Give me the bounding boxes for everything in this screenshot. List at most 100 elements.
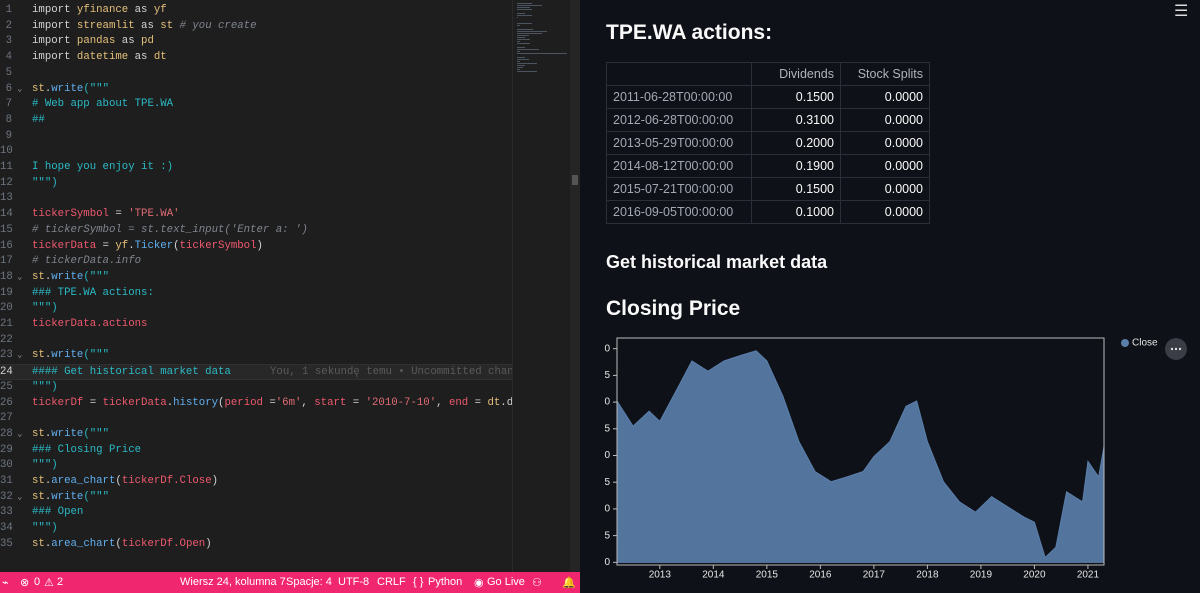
code-token: tickerDf — [32, 396, 84, 409]
code-token: # Web app about TPE.WA — [32, 98, 174, 111]
code-token: '6m' — [275, 396, 302, 409]
code-token: as — [115, 35, 142, 48]
error-count[interactable]: 0 — [34, 576, 41, 588]
code-line: 8 ## — [0, 113, 512, 129]
code-line: 27 — [0, 411, 512, 427]
code-text: # tickerSymbol = st.text_input('Enter a:… — [32, 223, 308, 239]
code-token: ) — [256, 239, 263, 252]
go-live[interactable]: Go Live — [487, 576, 525, 588]
menu-button[interactable]: ☰ — [1174, 3, 1189, 20]
minimap-line — [517, 49, 539, 50]
code-text: st.area_chart(tickerDf.Open) — [32, 537, 212, 553]
feedback-icon[interactable]: ⚇ — [532, 577, 542, 589]
code-line: 1 import yfinance as yf — [0, 3, 512, 19]
code-token: write — [51, 427, 84, 440]
code-token: """) — [32, 522, 58, 535]
language-icon[interactable]: { } — [413, 576, 424, 588]
line-number: 23 — [0, 349, 13, 362]
line-number: 3 — [5, 35, 12, 48]
code-text: tickerSymbol = 'TPE.WA' — [32, 207, 180, 223]
code-text: ## — [32, 113, 45, 129]
code-token: I hope you enjoy it :) — [32, 161, 174, 173]
code-token: ) — [205, 537, 212, 550]
code-text: # tickerData.info — [32, 254, 141, 270]
y-tick-label: 0 — [604, 557, 610, 568]
minimap-line — [517, 9, 532, 10]
code-token: = — [96, 239, 116, 252]
code-line: 29 ### Closing Price — [0, 443, 512, 459]
corner-cell — [606, 62, 752, 86]
code-text: st.write(""" — [32, 270, 109, 286]
line-number: 25 — [0, 380, 13, 393]
line-number: 35 — [0, 537, 13, 550]
code-line: 5 — [0, 66, 512, 82]
code-token: """) — [32, 176, 58, 189]
remote-icon[interactable]: ⌁ — [2, 577, 9, 589]
code-line: 11 I hope you enjoy it :) — [0, 160, 512, 176]
code-token: st — [32, 270, 45, 283]
minimap-line — [517, 71, 537, 72]
language[interactable]: Python — [428, 576, 463, 588]
fold-arrow[interactable]: ⌄ — [17, 271, 23, 282]
code-token: Ticker — [134, 239, 174, 252]
code-token: (""" — [83, 349, 109, 362]
code-token: """) — [32, 459, 58, 472]
code-text: ### Closing Price — [32, 443, 141, 459]
code-text: ### TPE.WA actions: — [32, 286, 154, 302]
line-ending[interactable]: CRLF — [377, 576, 406, 588]
code-token: . — [166, 396, 174, 409]
line-number: 14 — [0, 208, 13, 221]
legend-label: Close — [1132, 338, 1158, 349]
code-token: . — [44, 537, 52, 550]
code-token: ### Closing Price — [32, 443, 142, 456]
warning-icon[interactable]: ⚠ — [44, 577, 54, 589]
line-number: 18 — [0, 270, 13, 283]
minimap-line — [517, 67, 523, 68]
code-token: period — [224, 396, 263, 409]
code-editor: 1 import yfinance as yf 2 import streamlit … — [0, 0, 570, 572]
code-token: = — [108, 208, 129, 221]
table-row: 2014-08-12T00:00:00 0.1900 0.0000 — [606, 154, 930, 178]
notifications-icon[interactable]: 🔔 — [562, 577, 576, 589]
code-token: tickerData — [32, 239, 97, 252]
live-icon[interactable]: ◉ — [474, 577, 484, 589]
code-token: import — [32, 4, 77, 16]
fold-arrow[interactable]: ⌄ — [17, 428, 23, 439]
cell: 0.0000 — [840, 200, 930, 224]
code-line: 7 # Web app about TPE.WA — [0, 97, 512, 113]
code-line: 9 — [0, 129, 512, 145]
row-index: 2014-08-12T00:00:00 — [606, 154, 752, 178]
warning-count[interactable]: 2 — [57, 576, 64, 588]
code-token: # tickerData.info — [32, 255, 142, 268]
row-index: 2013-05-29T00:00:00 — [606, 131, 752, 155]
code-token: st — [160, 19, 174, 32]
cursor-position[interactable]: Wiersz 24, kolumna 7 — [180, 576, 286, 588]
fold-arrow[interactable]: ⌄ — [17, 350, 23, 361]
code-token: = — [262, 396, 276, 409]
minimap-line — [517, 13, 526, 14]
line-number: 27 — [0, 412, 13, 425]
fold-arrow[interactable]: ⌄ — [17, 83, 23, 94]
cell: 0.3100 — [751, 108, 841, 132]
code-line: 28 ⌄ st.write(""" — [0, 427, 512, 443]
line-number: 6 — [5, 82, 12, 95]
line-number: 26 — [0, 396, 13, 409]
error-icon[interactable]: ⊗ — [20, 577, 30, 589]
code-line: 13 — [0, 191, 512, 207]
code-text: import pandas as pd — [32, 34, 154, 50]
code-token: = — [83, 396, 103, 409]
code-token: st — [32, 427, 45, 440]
code-line: 15 # tickerSymbol = st.text_input('Enter … — [0, 223, 512, 239]
code-token: = — [346, 396, 366, 409]
row-index: 2016-09-05T00:00:00 — [606, 200, 752, 224]
code-token: area_chart — [51, 537, 116, 550]
minimap — [512, 0, 571, 572]
minimap-line — [517, 47, 526, 48]
table-row: 2012-06-28T00:00:00 0.3100 0.0000 — [606, 108, 930, 132]
fold-arrow[interactable]: ⌄ — [17, 491, 23, 502]
minimap-line — [517, 7, 531, 8]
indentation[interactable]: Spacje: 4 — [286, 576, 332, 588]
encoding[interactable]: UTF-8 — [338, 576, 370, 588]
minimap-line — [517, 43, 530, 44]
line-number: 16 — [0, 239, 13, 252]
